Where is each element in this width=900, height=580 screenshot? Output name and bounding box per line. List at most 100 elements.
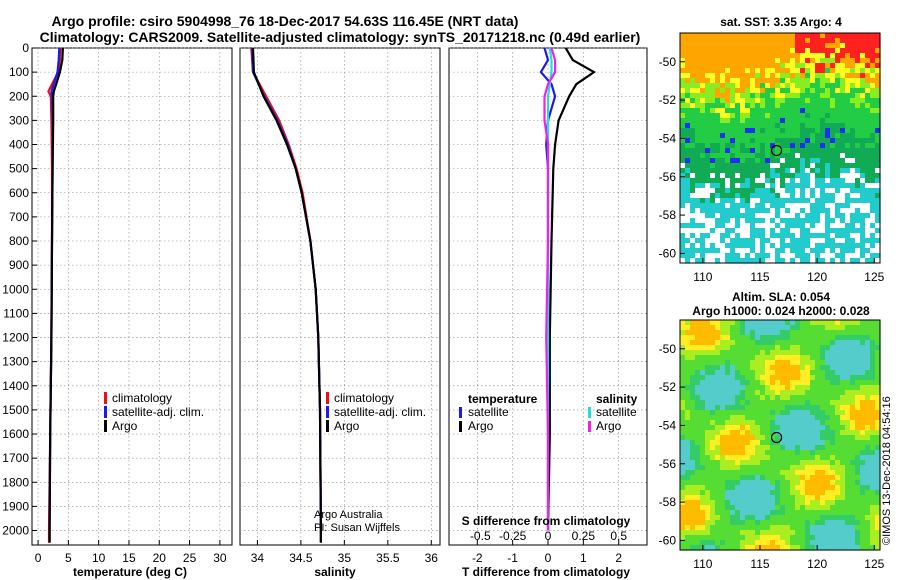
map-cell [810, 360, 816, 366]
map-cell [845, 213, 851, 219]
map-cell [680, 258, 686, 264]
map-cell [760, 340, 766, 346]
map-cell [875, 133, 881, 139]
map-cell [790, 233, 796, 239]
map-cell [780, 435, 786, 441]
map-cell [745, 108, 751, 114]
map-cell [800, 345, 806, 351]
map-cell [860, 445, 866, 451]
map-cell [855, 495, 861, 501]
map-cell [725, 410, 731, 416]
map-cell [740, 395, 746, 401]
map-cell [850, 103, 856, 109]
map-cell [835, 63, 841, 69]
map-cell [770, 430, 776, 436]
map-cell [860, 53, 866, 59]
map-cell [740, 540, 746, 546]
map-cell [760, 93, 766, 99]
map-cell [725, 243, 731, 249]
map-cell [705, 208, 711, 214]
x-tick-label: -2 [472, 551, 483, 565]
map-cell [875, 410, 881, 416]
map-cell [835, 410, 841, 416]
map-cell [805, 43, 811, 49]
map-cell [705, 63, 711, 69]
map-cell [870, 238, 876, 244]
map-cell [735, 415, 741, 421]
map-cell [805, 203, 811, 209]
map-cell [840, 108, 846, 114]
map-cell [790, 148, 796, 154]
map-cell [855, 198, 861, 204]
map-cell [765, 148, 771, 154]
map-cell [785, 178, 791, 184]
map-cell [835, 515, 841, 521]
map-cell [690, 350, 696, 356]
map-cell [800, 203, 806, 209]
map-cell [825, 440, 831, 446]
map-cell [765, 330, 771, 336]
map-cell [780, 68, 786, 74]
map-cell [830, 515, 836, 521]
map-cell [705, 243, 711, 249]
map-cell [745, 525, 751, 531]
map-cell [710, 38, 716, 44]
map-cell [725, 540, 731, 546]
map-cell [745, 93, 751, 99]
map-cell [680, 133, 686, 139]
map-cell [835, 420, 841, 426]
map-cell [770, 133, 776, 139]
map-cell [790, 248, 796, 254]
map-cell [865, 68, 871, 74]
map-cell [750, 43, 756, 49]
map-cell [690, 505, 696, 511]
map-cell [725, 53, 731, 59]
map-cell [790, 350, 796, 356]
map-cell [875, 500, 881, 506]
map-cell [775, 218, 781, 224]
map-cell [795, 213, 801, 219]
map-cell [755, 138, 761, 144]
map-cell [695, 465, 701, 471]
map-cell [830, 320, 836, 326]
map-cell [830, 103, 836, 109]
map-cell [690, 385, 696, 391]
map-cell [710, 470, 716, 476]
map-cell [775, 435, 781, 441]
map-cell [860, 43, 866, 49]
map-cell [730, 233, 736, 239]
map-cell [735, 93, 741, 99]
map-cell [805, 520, 811, 526]
map-cell [790, 43, 796, 49]
map-cell [855, 63, 861, 69]
map-cell [735, 540, 741, 546]
map-cell [715, 133, 721, 139]
map-cell [830, 253, 836, 259]
map-cell [735, 515, 741, 521]
map-cell [845, 455, 851, 461]
map-cell [835, 510, 841, 516]
map-cell [730, 228, 736, 234]
map-cell [875, 63, 881, 69]
map-cell [815, 485, 821, 491]
map-cell [825, 525, 831, 531]
map-cell [765, 103, 771, 109]
map-cell [780, 118, 786, 124]
map-cell [845, 460, 851, 466]
map-cell [870, 420, 876, 426]
x-tick-label: 35 [338, 551, 352, 565]
map-cell [825, 370, 831, 376]
map-cell [755, 183, 761, 189]
map-cell [785, 505, 791, 511]
map-cell [685, 138, 691, 144]
map-cell [815, 490, 821, 496]
map-cell [710, 405, 716, 411]
map-cell [805, 93, 811, 99]
map-cell [815, 238, 821, 244]
map-cell [725, 198, 731, 204]
map-cell [740, 48, 746, 54]
map-cell [715, 188, 721, 194]
map-cell [875, 420, 881, 426]
map-cell [875, 128, 881, 134]
map-cell [730, 238, 736, 244]
